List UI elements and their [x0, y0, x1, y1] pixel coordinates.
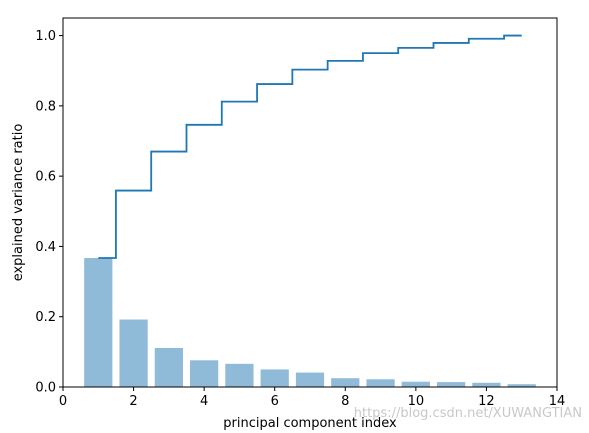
y-tick-label-3: 0.6	[35, 170, 56, 185]
x-axis-label: principal component index	[223, 416, 397, 431]
bar-3	[154, 347, 183, 387]
x-tick-label-12: 12	[478, 394, 495, 409]
x-tick-label-10: 10	[408, 394, 425, 409]
bar-13	[507, 384, 536, 387]
cumulative-variance-step-line	[98, 34, 522, 259]
y-tick-label-2: 0.4	[35, 240, 56, 255]
x-tick-label-6: 6	[271, 394, 279, 409]
y-tick-label-4: 0.8	[35, 99, 56, 114]
cumulative-step-group	[98, 34, 522, 259]
axes-group	[62, 17, 558, 388]
x-tick-label-2: 2	[129, 394, 137, 409]
y-tick-label-5: 1.0	[35, 29, 56, 44]
watermark-text: https://blog.csdn.net/XUWANGTIAN	[354, 406, 582, 421]
x-tick-label-4: 4	[200, 394, 208, 409]
plot-frame	[62, 17, 558, 388]
bar-7	[295, 372, 325, 387]
y-tick-label-0: 0.0	[35, 381, 56, 396]
bar-2	[119, 319, 148, 387]
bar-4	[190, 360, 219, 387]
x-tick-label-14: 14	[549, 394, 566, 409]
ticks-group: 0 2 4 6 8 10 12 14 0.0 0.2 0.4 0.6 0.8 1.0	[35, 29, 565, 409]
bar-10	[401, 381, 430, 387]
bar-8	[331, 378, 360, 387]
bar-1	[84, 258, 113, 387]
bar-9	[366, 379, 395, 387]
bar-12	[472, 382, 501, 387]
bar-11	[437, 382, 466, 387]
bars-group	[84, 258, 536, 387]
y-axis-label: explained variance ratio	[11, 124, 26, 282]
x-tick-label-0: 0	[59, 394, 67, 409]
x-tick-label-8: 8	[341, 394, 349, 409]
bar-5	[225, 363, 254, 387]
bar-6	[260, 369, 289, 387]
y-tick-label-1: 0.2	[35, 310, 56, 325]
